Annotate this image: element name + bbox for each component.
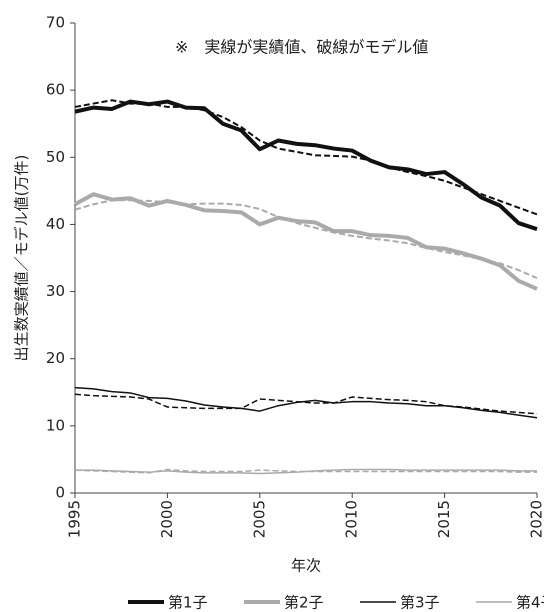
legend-label: 第4子 <box>516 594 544 612</box>
x-tick-label: 2010 <box>343 500 361 538</box>
x-tick-label: 2020 <box>528 500 544 538</box>
y-tick-label: 70 <box>46 14 65 32</box>
actual-line <box>75 468 537 475</box>
actual-line <box>74 192 538 291</box>
x-tick-label: 2015 <box>435 500 453 538</box>
y-tick-label: 60 <box>46 81 65 99</box>
legend-label: 第2子 <box>284 594 324 612</box>
actual-line <box>74 99 538 232</box>
y-tick-label: 30 <box>46 282 65 300</box>
x-tick-label: 2005 <box>250 500 268 538</box>
model-line <box>74 99 538 216</box>
y-tick-label: 40 <box>46 215 65 233</box>
y-tick-label: 0 <box>55 484 65 502</box>
x-tick-label: 1995 <box>66 500 84 538</box>
annotation: ※ 実線が実績値、破線がモデル値 <box>175 38 428 57</box>
x-tick-label: 2000 <box>158 500 176 538</box>
x-axis-label: 年次 <box>291 557 321 575</box>
y-tick-label: 10 <box>46 416 65 434</box>
y-axis-label: 出生数実績値／モデル値(万件) <box>13 155 31 362</box>
y-tick-label: 20 <box>46 349 65 367</box>
legend-label: 第1子 <box>168 594 208 612</box>
y-tick-label: 50 <box>46 148 65 166</box>
legend-label: 第3子 <box>400 594 440 612</box>
model-line <box>74 199 538 280</box>
actual-line <box>74 386 538 419</box>
